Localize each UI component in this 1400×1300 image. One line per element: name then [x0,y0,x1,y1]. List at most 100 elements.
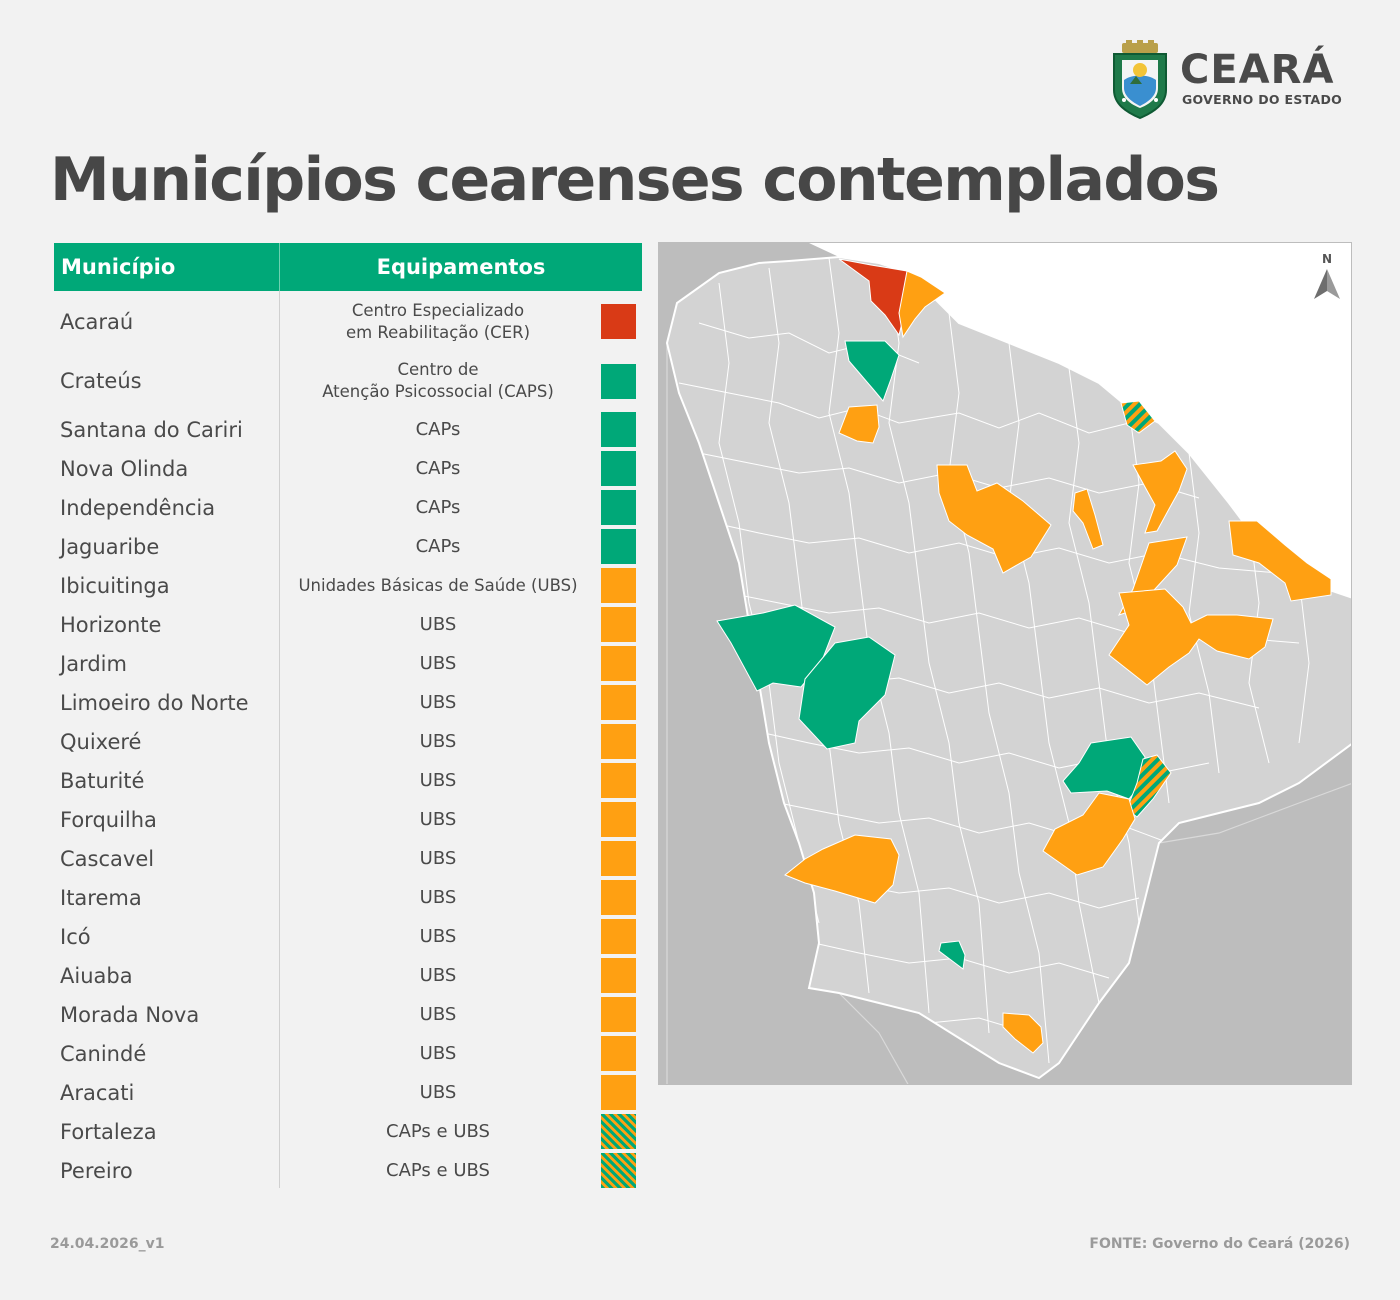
category-swatch [601,880,636,915]
north-label: N [1322,252,1332,266]
municipio-name: Acaraú [60,309,134,334]
municipio-ico [1042,792,1136,876]
table-row: Acaraú Centro Especializado em Reabilitaçã… [54,291,642,352]
table-row: Baturité UBS [54,761,642,800]
table-row: Horizonte UBS [54,605,642,644]
municipio-name: Independência [60,495,216,520]
ocean [809,243,1351,598]
municipio-independencia [798,636,896,750]
equipamento-cell: CAPs e UBS [280,1112,596,1151]
category-swatch [601,363,636,399]
category-swatch [601,841,636,876]
category-swatch [601,958,636,993]
equipamento-text: UBS [419,731,457,752]
equipamento-cell: UBS [280,956,596,995]
municipio-name: Pereiro [60,1158,133,1183]
table-row: Itarema UBS [54,878,642,917]
table-row: Aiuaba UBS [54,956,642,995]
municipio-caninde [936,464,1052,574]
equipamento-text: CAPs e UBS [386,1121,490,1142]
municipios-table: Município Equipamentos Acaraú Centro Espe… [54,243,642,1190]
category-swatch [601,724,636,759]
municipio-name: Itarema [60,885,142,910]
municipio-itarema [898,270,946,339]
category-swatch [601,1075,636,1110]
equipamento-text: UBS [419,887,457,908]
category-swatch [601,919,636,954]
table-row: Fortaleza CAPs e UBS [54,1112,642,1151]
category-swatch [601,412,636,447]
equipamento-cell: Unidades Básicas de Saúde (UBS) [280,566,596,605]
equipamento-text: UBS [419,965,457,986]
equipamento-text: UBS [419,809,457,830]
category-swatch [601,607,636,642]
municipio-name: Ibicuitinga [60,573,170,598]
ceara-map: N [658,242,1352,1085]
neighbor-border [838,992,909,1084]
table-row: Nova Olinda CAPs [54,449,642,488]
equipamento-line1: Centro Especializado [351,300,525,320]
municipio-acarau [838,258,908,337]
equipamento-cell: CAPs e UBS [280,1151,596,1190]
municipio-name: Horizonte [60,612,162,637]
municipio-name: Jaguaribe [60,534,160,559]
neighbor-border [1158,783,1351,844]
municipio-name: Icó [60,924,91,949]
municipio-name: Morada Nova [60,1002,200,1027]
equipamento-text: UBS [419,1082,457,1103]
municipio-pereiro [1126,754,1172,818]
municipio-jardim [1002,1012,1044,1054]
equipamento-cell: UBS [280,839,596,878]
municipio-name: Quixeré [60,729,142,754]
municipio-name: Jardim [60,651,127,676]
equipamento-cell: CAPs [280,527,596,566]
table-row: Jaguaribe CAPs [54,527,642,566]
table-row: Ibicuitinga Unidades Básicas de Saúde (UB… [54,566,642,605]
municipio-name: Crateús [60,369,142,393]
page-title: Municípios cearenses contemplados [50,145,1220,215]
table-body: Acaraú Centro Especializado em Reabilitaçã… [54,291,642,1190]
municipio-name: Aracati [60,1080,135,1105]
table-row: Quixeré UBS [54,722,642,761]
category-swatch [601,997,636,1032]
version-label: 24.04.2026_v1 [50,1236,165,1252]
equipamento-text: UBS [419,653,457,674]
equipamento-text: Unidades Básicas de Saúde (UBS) [298,575,578,595]
equipamento-cell: CAPs [280,449,596,488]
table-header: Município Equipamentos [54,243,642,291]
table-row: Crateús Centro de Atenção Psicossocial (CA… [54,352,642,410]
table-row: Santana do Cariri CAPs [54,410,642,449]
equipamento-line1: Centro de [397,360,479,379]
equipamento-cell: Centro de Atenção Psicossocial (CAPS) [280,352,596,410]
table-row: Icó UBS [54,917,642,956]
equipamento-cell: UBS [280,1034,596,1073]
equipamento-cell: Centro Especializado em Reabilitação (CER… [280,291,596,352]
municipio-name: Cascavel [60,846,155,871]
north-arrow-icon [1314,269,1340,299]
equipamento-line2: em Reabilitação (CER) [345,322,531,342]
table-row: Aracati UBS [54,1073,642,1112]
municipio-name: Baturité [60,768,145,793]
equipamento-text: UBS [419,1043,457,1064]
equipamento-cell: UBS [280,683,596,722]
equipamento-text: UBS [419,848,457,869]
municipio-morada-nova [1108,588,1274,686]
municipio-name: Limoeiro do Norte [60,690,249,715]
equipamento-cell: UBS [280,605,596,644]
table-row: Independência CAPs [54,488,642,527]
ceara-municipalities-map: N [659,243,1351,1084]
municipio-name: Canindé [60,1041,147,1066]
header-equipamentos: Equipamentos [376,255,546,279]
municipio-name: Nova Olinda [60,456,189,481]
equipamento-cell: UBS [280,644,596,683]
equipamento-text: CAPs [415,497,461,518]
ceara-logo: CEARÁ GOVERNO DO ESTADO [1110,40,1355,120]
municipio-fortaleza [1120,400,1156,434]
category-swatch [601,568,636,603]
header-municipio: Município [61,255,176,279]
equipamento-text: CAPs [415,458,461,479]
category-swatch [601,1153,636,1188]
equipamento-cell: UBS [280,761,596,800]
category-swatch [601,1036,636,1071]
equipamento-text: UBS [419,926,457,947]
